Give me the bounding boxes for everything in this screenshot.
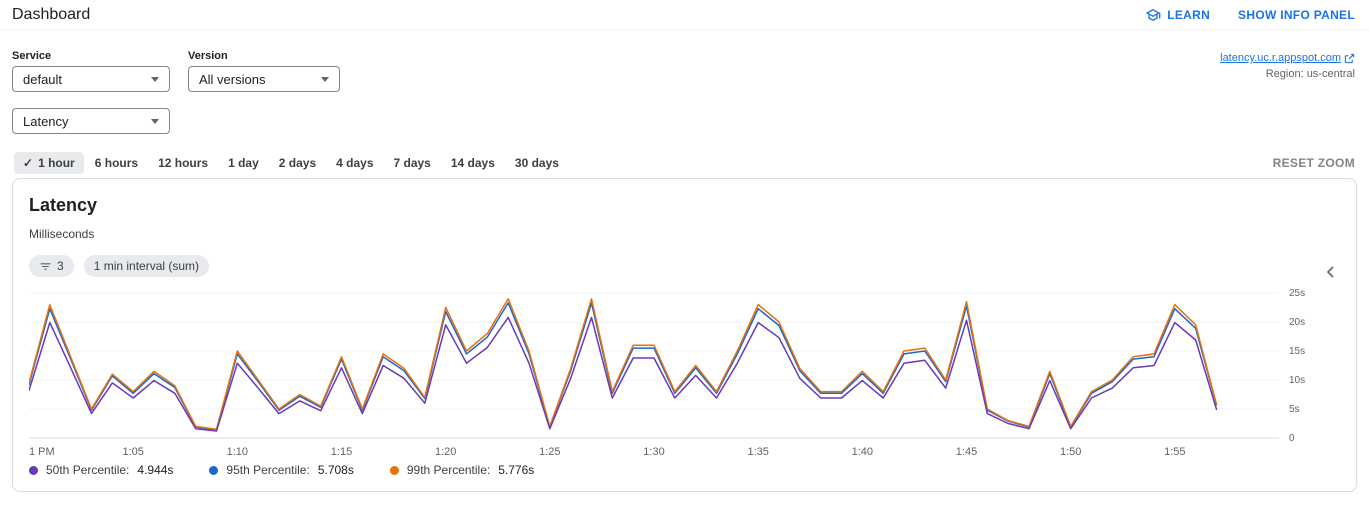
service-select[interactable]: default [12, 66, 170, 92]
svg-text:1:30: 1:30 [643, 446, 664, 458]
svg-text:1:45: 1:45 [956, 446, 977, 458]
time-range-bar: ✓ 1 hour 6 hours 12 hours 1 day 2 days 4 days 7… [14, 151, 1355, 175]
service-label: Service [12, 50, 170, 62]
chevron-left-icon [1325, 265, 1337, 279]
reset-zoom-button[interactable]: RESET ZOOM [1273, 156, 1355, 170]
legend-series-name: 99th Percentile: [407, 463, 490, 477]
filter-chip[interactable]: 3 [29, 255, 74, 277]
time-range-label: 30 days [515, 156, 559, 170]
time-range-1-hour[interactable]: ✓ 1 hour [14, 152, 84, 174]
legend-item[interactable]: 50th Percentile: 4.944s [29, 463, 173, 477]
chart-toolbar: 3 1 min interval (sum) [29, 255, 1340, 277]
chevron-down-icon [151, 119, 159, 124]
svg-text:20s: 20s [1289, 317, 1305, 328]
svg-text:1:10: 1:10 [227, 446, 248, 458]
time-range-6-hours[interactable]: 6 hours [86, 152, 147, 174]
svg-text:1:40: 1:40 [852, 446, 873, 458]
show-info-panel-label: SHOW INFO PANEL [1238, 8, 1355, 22]
service-field: Service default [12, 50, 170, 92]
chevron-down-icon [151, 77, 159, 82]
svg-text:1:15: 1:15 [331, 446, 352, 458]
interval-chip[interactable]: 1 min interval (sum) [84, 255, 209, 277]
time-range-14-days[interactable]: 14 days [442, 152, 504, 174]
learn-icon [1145, 7, 1161, 23]
check-icon: ✓ [23, 156, 33, 170]
legend-item[interactable]: 99th Percentile: 5.776s [390, 463, 534, 477]
chart-legend: 50th Percentile: 4.944s 95th Percentile: 5.… [29, 463, 534, 477]
app-info: latency.uc.r.appspot.com Region: us-cent… [1220, 52, 1355, 80]
time-range-label: 12 hours [158, 156, 208, 170]
legend-series-name: 50th Percentile: [46, 463, 129, 477]
region-label: Region: us-central [1220, 68, 1355, 80]
svg-text:15s: 15s [1289, 346, 1305, 357]
filter-icon [39, 260, 52, 273]
svg-text:5s: 5s [1289, 404, 1300, 415]
svg-text:0: 0 [1289, 433, 1295, 444]
legend-series-value: 5.776s [498, 463, 534, 477]
svg-text:1:50: 1:50 [1060, 446, 1081, 458]
version-value: All versions [199, 72, 265, 87]
version-field: Version All versions [188, 50, 340, 92]
legend-item[interactable]: 95th Percentile: 5.708s [209, 463, 353, 477]
show-info-panel-button[interactable]: SHOW INFO PANEL [1238, 8, 1355, 22]
latency-chart-card: Latency Milliseconds 3 1 min interval (s… [12, 178, 1357, 492]
legend-color-dot [29, 466, 38, 475]
time-range-4-days[interactable]: 4 days [327, 152, 382, 174]
time-range-label: 14 days [451, 156, 495, 170]
service-value: default [23, 72, 62, 87]
learn-button[interactable]: LEARN [1145, 7, 1210, 23]
svg-text:1:20: 1:20 [435, 446, 456, 458]
time-range-label: 1 hour [38, 156, 75, 170]
interval-label: 1 min interval (sum) [94, 259, 199, 273]
page-title: Dashboard [12, 6, 90, 24]
time-range-1-day[interactable]: 1 day [219, 152, 268, 174]
time-range-2-days[interactable]: 2 days [270, 152, 325, 174]
metric-field: Latency [12, 108, 170, 134]
svg-text:1:35: 1:35 [747, 446, 768, 458]
svg-text:1:55: 1:55 [1164, 446, 1185, 458]
svg-text:1:05: 1:05 [122, 446, 143, 458]
chart-unit-label: Milliseconds [29, 227, 1340, 241]
time-range-label: 4 days [336, 156, 373, 170]
time-range-label: 7 days [394, 156, 431, 170]
filter-count: 3 [57, 259, 64, 273]
legend-series-value: 5.708s [318, 463, 354, 477]
version-select[interactable]: All versions [188, 66, 340, 92]
time-range-label: 1 day [228, 156, 259, 170]
legend-series-value: 4.944s [137, 463, 173, 477]
app-url-link[interactable]: latency.uc.r.appspot.com [1220, 52, 1355, 64]
svg-text:1:25: 1:25 [539, 446, 560, 458]
chevron-down-icon [321, 77, 329, 82]
metric-select[interactable]: Latency [12, 108, 170, 134]
legend-color-dot [390, 466, 399, 475]
time-range-label: 6 hours [95, 156, 138, 170]
top-bar: Dashboard LEARN SHOW INFO PANEL [0, 0, 1369, 30]
time-range-7-days[interactable]: 7 days [385, 152, 440, 174]
time-range-12-hours[interactable]: 12 hours [149, 152, 217, 174]
chart-title: Latency [29, 195, 1340, 216]
svg-text:1 PM: 1 PM [29, 446, 55, 458]
metric-value: Latency [23, 114, 69, 129]
time-range-options: ✓ 1 hour 6 hours 12 hours 1 day 2 days 4 days 7… [14, 152, 568, 174]
top-bar-actions: LEARN SHOW INFO PANEL [1145, 7, 1355, 23]
collapse-panel-button[interactable] [1320, 261, 1342, 283]
legend-color-dot [209, 466, 218, 475]
version-label: Version [188, 50, 340, 62]
svg-text:10s: 10s [1289, 375, 1305, 386]
learn-label: LEARN [1167, 8, 1210, 22]
external-link-icon [1344, 53, 1355, 64]
legend-series-name: 95th Percentile: [226, 463, 309, 477]
time-range-30-days[interactable]: 30 days [506, 152, 568, 174]
time-range-label: 2 days [279, 156, 316, 170]
latency-line-chart[interactable]: 0 5s 10s 15s 20s 25s 1 PM 1:05 1:10 1:15 1:20 1:25 1… [29, 281, 1340, 459]
svg-text:25s: 25s [1289, 288, 1305, 299]
app-url-label: latency.uc.r.appspot.com [1220, 52, 1341, 64]
